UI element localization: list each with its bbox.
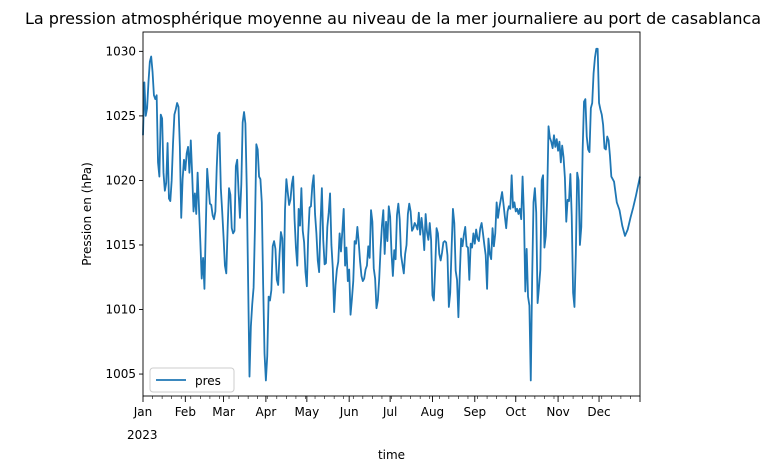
legend: pres <box>149 367 235 393</box>
axes-frame <box>142 31 641 397</box>
y-axis-ticks: 1005 1010 1015 1020 1025 1030 <box>105 44 143 381</box>
x-tick-label: Jan <box>133 405 153 419</box>
x-tick-label: Feb <box>175 405 196 419</box>
x-tick-label: Jul <box>382 405 397 419</box>
legend-box <box>149 367 235 393</box>
x-axis-label: time <box>378 448 405 462</box>
x-tick-label: Dec <box>587 405 610 419</box>
x-tick-label: Sep <box>463 405 486 419</box>
y-tick-label: 1015 <box>105 238 136 252</box>
y-tick-label: 1030 <box>105 44 136 58</box>
x-tick-label: Apr <box>256 405 277 419</box>
y-tick-label: 1020 <box>105 173 136 187</box>
y-tick-label: 1025 <box>105 109 136 123</box>
x-tick-label: Nov <box>546 405 569 419</box>
legend-entry-pres: pres <box>195 374 221 388</box>
x-tick-label: Oct <box>505 405 526 419</box>
plot-area <box>142 47 641 382</box>
x-tick-label: May <box>294 405 319 419</box>
x-tick-label: Aug <box>421 405 444 419</box>
x-tick-label: Jun <box>339 405 359 419</box>
series-line-pres <box>142 47 641 382</box>
x-axis-ticks: Jan Feb Mar Apr May Jun Jul Aug Sep Oct Nov Dec <box>133 396 641 419</box>
x-axis-year-label: 2023 <box>127 428 158 442</box>
y-tick-label: 1010 <box>105 303 136 317</box>
y-axis-label: Pression en (hPa) <box>80 162 94 266</box>
chart-title: La pression atmosphérique moyenne au niv… <box>25 9 761 28</box>
x-tick-label: Mar <box>212 405 235 419</box>
y-tick-label: 1005 <box>105 367 136 381</box>
